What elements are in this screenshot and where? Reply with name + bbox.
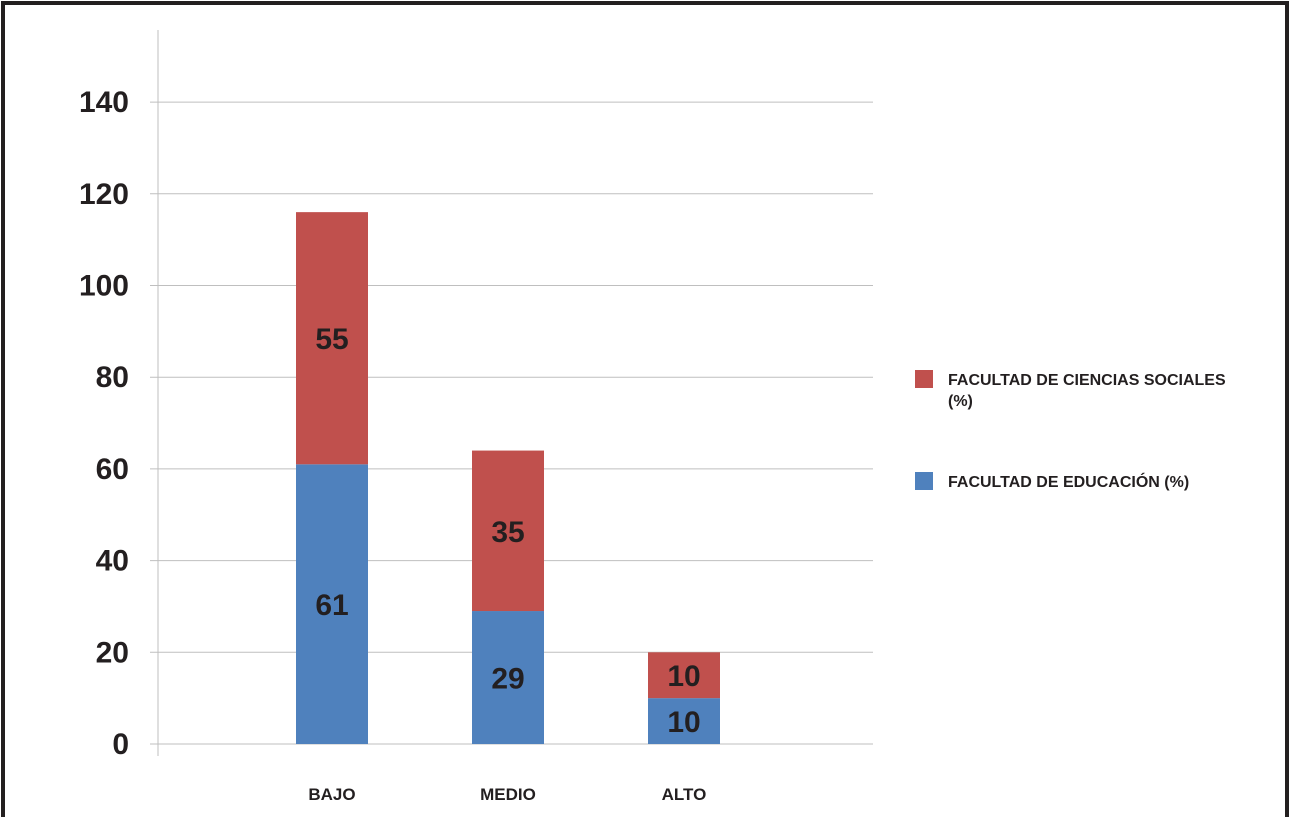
x-tick-label: ALTO bbox=[662, 785, 707, 804]
bar-data-label: 35 bbox=[491, 516, 524, 549]
bars bbox=[296, 212, 720, 744]
bar-segment bbox=[472, 450, 544, 612]
y-tick-label: 20 bbox=[96, 636, 129, 669]
legend: FACULTAD DE CIENCIAS SOCIALES (%) FACULT… bbox=[915, 368, 1245, 572]
bar-data-label: 10 bbox=[667, 706, 700, 739]
y-tick-label: 0 bbox=[112, 728, 129, 761]
legend-swatch-educacion bbox=[915, 472, 933, 490]
bar-data-label: 55 bbox=[315, 323, 348, 356]
y-tick-label: 40 bbox=[96, 545, 129, 578]
y-tick-label: 80 bbox=[96, 361, 129, 394]
x-tick-label: MEDIO bbox=[480, 785, 536, 804]
y-tick-label: 140 bbox=[79, 86, 129, 119]
y-tick-label: 120 bbox=[79, 178, 129, 211]
bar-data-label: 29 bbox=[491, 663, 524, 696]
bar-segment bbox=[648, 698, 720, 744]
tick-labels: 0 20 40 60 80 100 120 140 BAJO MEDIO ALTO bbox=[79, 86, 706, 804]
legend-swatch-ciencias-sociales bbox=[915, 370, 933, 388]
bar-segment bbox=[472, 611, 544, 744]
legend-label-ciencias-sociales: FACULTAD DE CIENCIAS SOCIALES (%) bbox=[948, 372, 1226, 410]
bar-segment bbox=[648, 652, 720, 699]
y-tick-label: 60 bbox=[96, 453, 129, 486]
x-tick-label: BAJO bbox=[308, 785, 355, 804]
bar-data-label: 61 bbox=[315, 589, 348, 622]
legend-item-ciencias-sociales[interactable]: FACULTAD DE CIENCIAS SOCIALES (%) bbox=[915, 368, 1245, 418]
data-labels: 61 55 29 35 10 10 bbox=[315, 323, 700, 739]
bar-data-label: 10 bbox=[667, 660, 700, 693]
bar-segment bbox=[296, 212, 368, 465]
y-tick-label: 100 bbox=[79, 270, 129, 303]
legend-label-educacion: FACULTAD DE EDUCACIÓN (%) bbox=[948, 474, 1190, 491]
legend-item-educacion[interactable]: FACULTAD DE EDUCACIÓN (%) bbox=[915, 470, 1245, 520]
bar-segment bbox=[296, 464, 368, 744]
